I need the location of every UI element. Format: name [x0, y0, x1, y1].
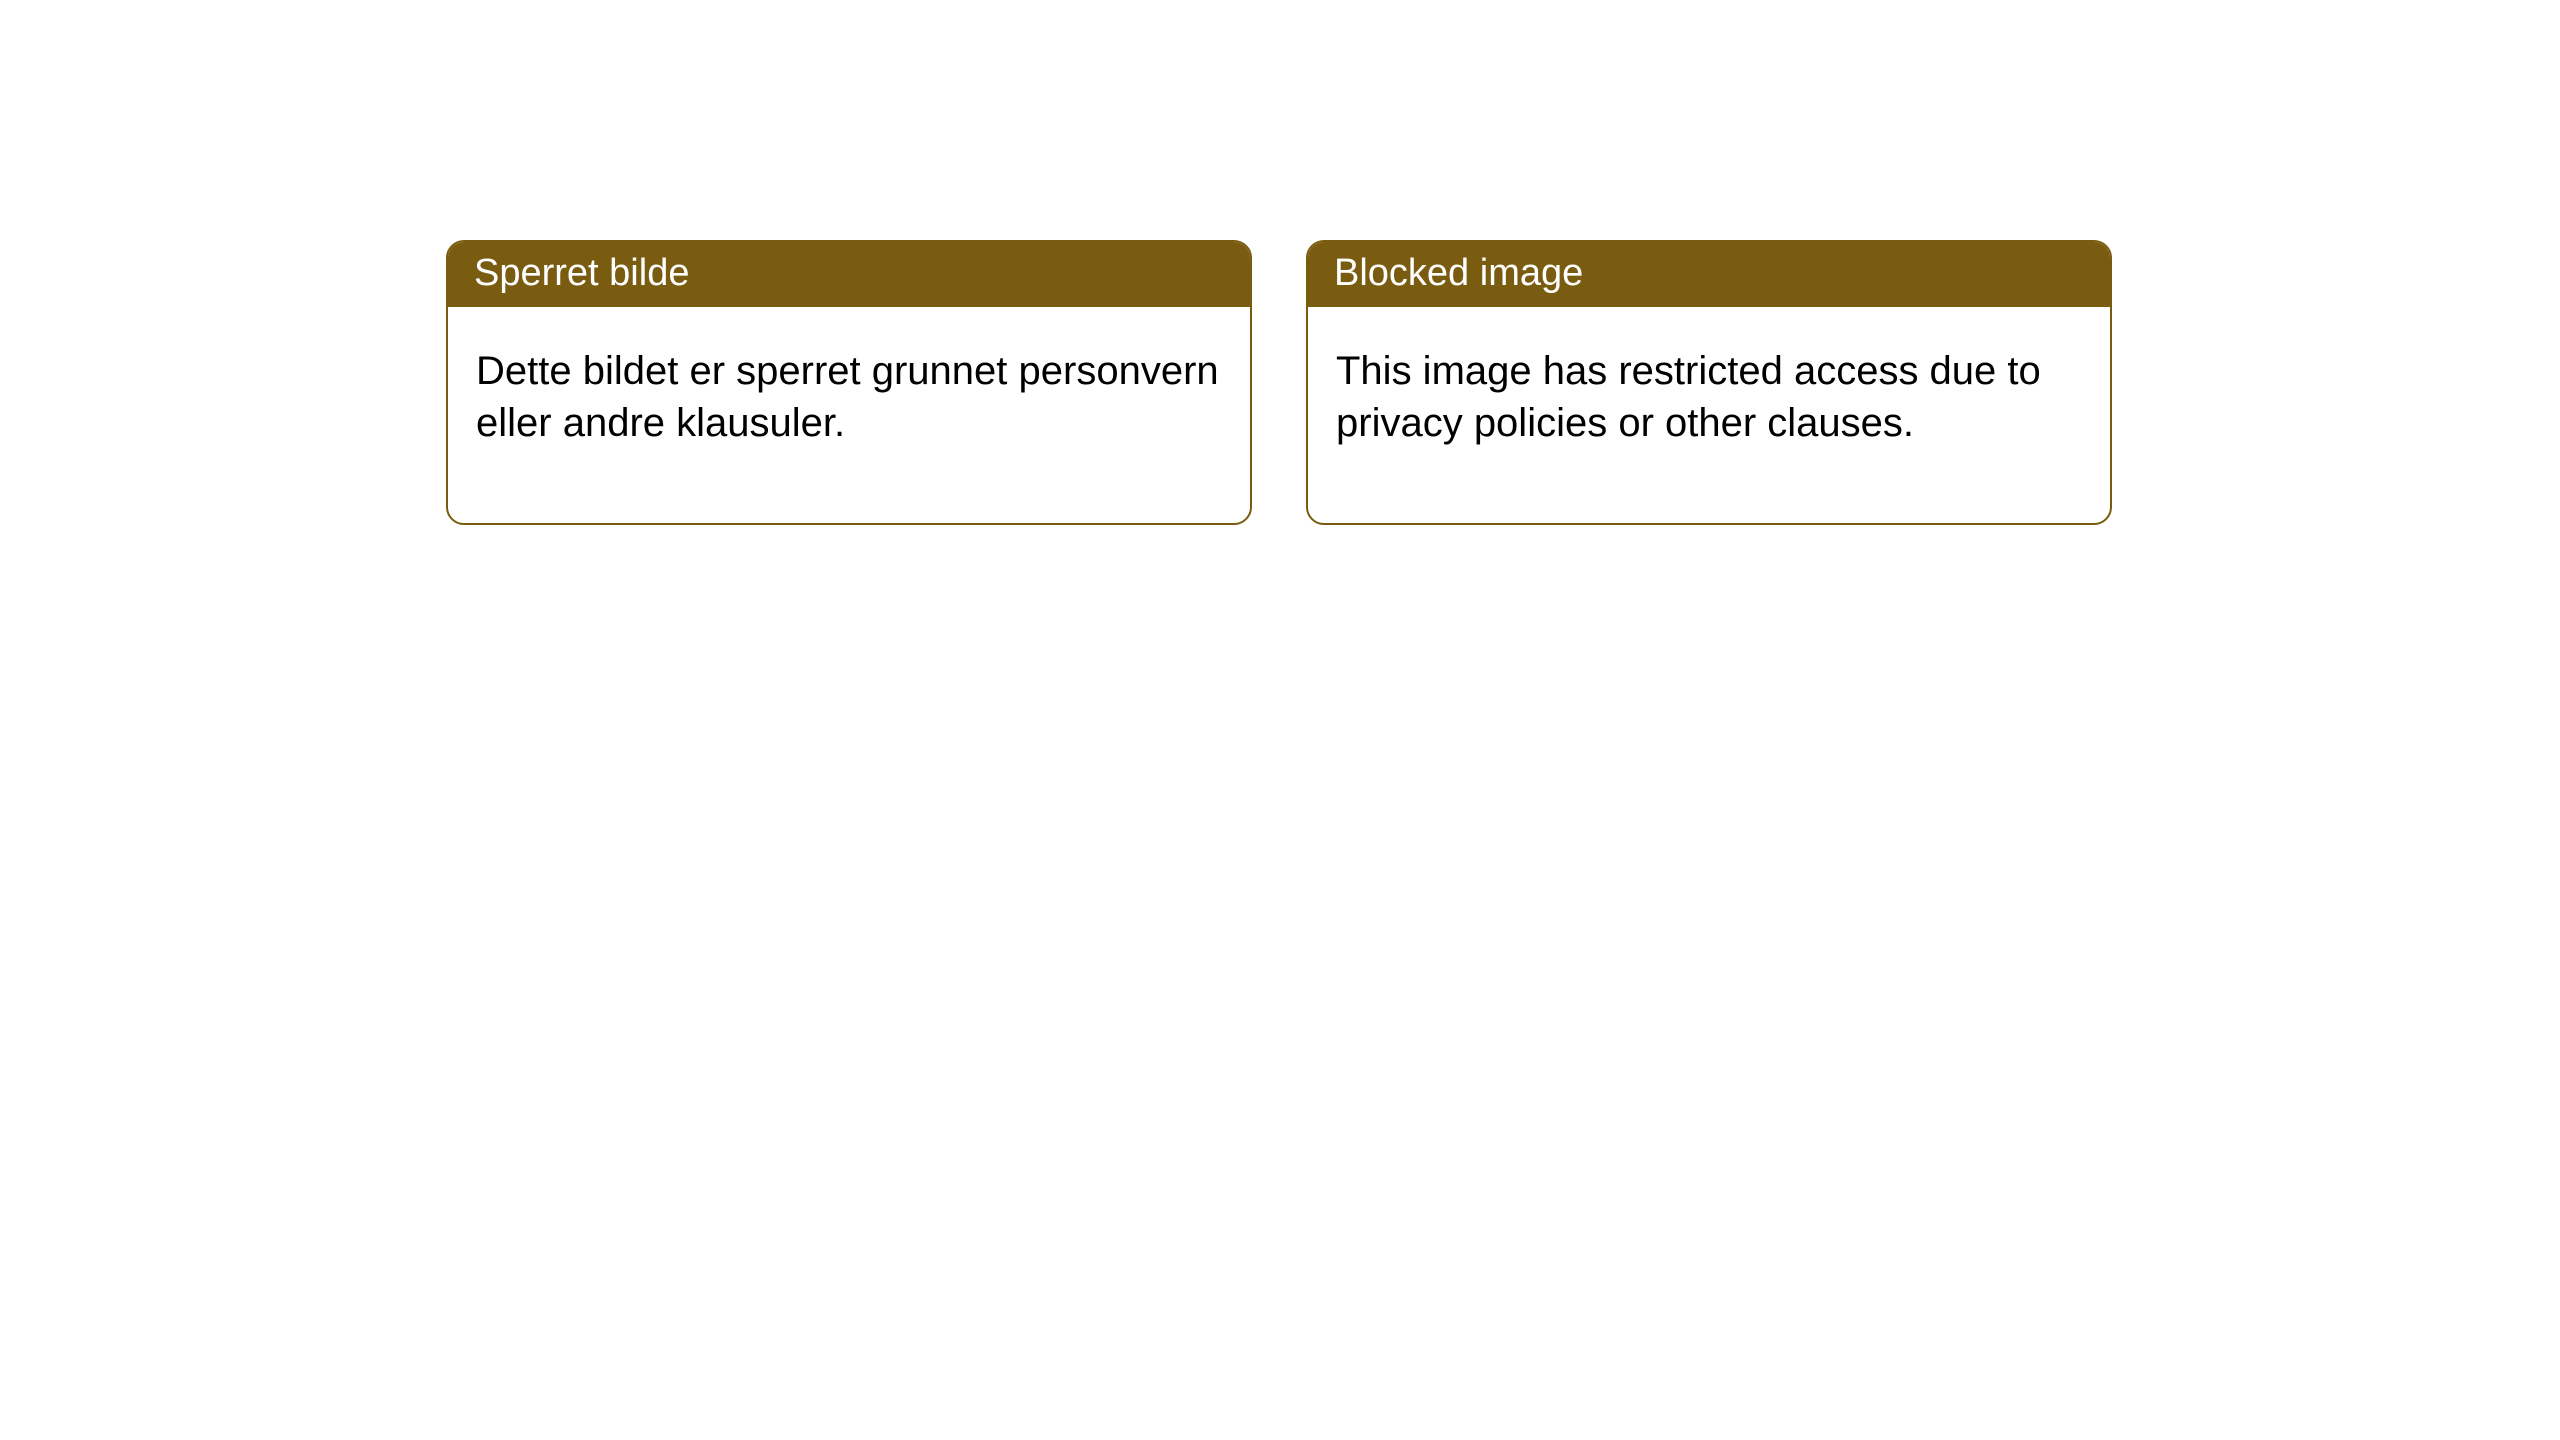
- notice-container: Sperret bilde Dette bildet er sperret gr…: [0, 0, 2560, 525]
- notice-body-text: This image has restricted access due to …: [1308, 307, 2110, 523]
- notice-body-text: Dette bildet er sperret grunnet personve…: [448, 307, 1250, 523]
- notice-title: Sperret bilde: [448, 242, 1250, 307]
- notice-title: Blocked image: [1308, 242, 2110, 307]
- notice-card-norwegian: Sperret bilde Dette bildet er sperret gr…: [446, 240, 1252, 525]
- notice-card-english: Blocked image This image has restricted …: [1306, 240, 2112, 525]
